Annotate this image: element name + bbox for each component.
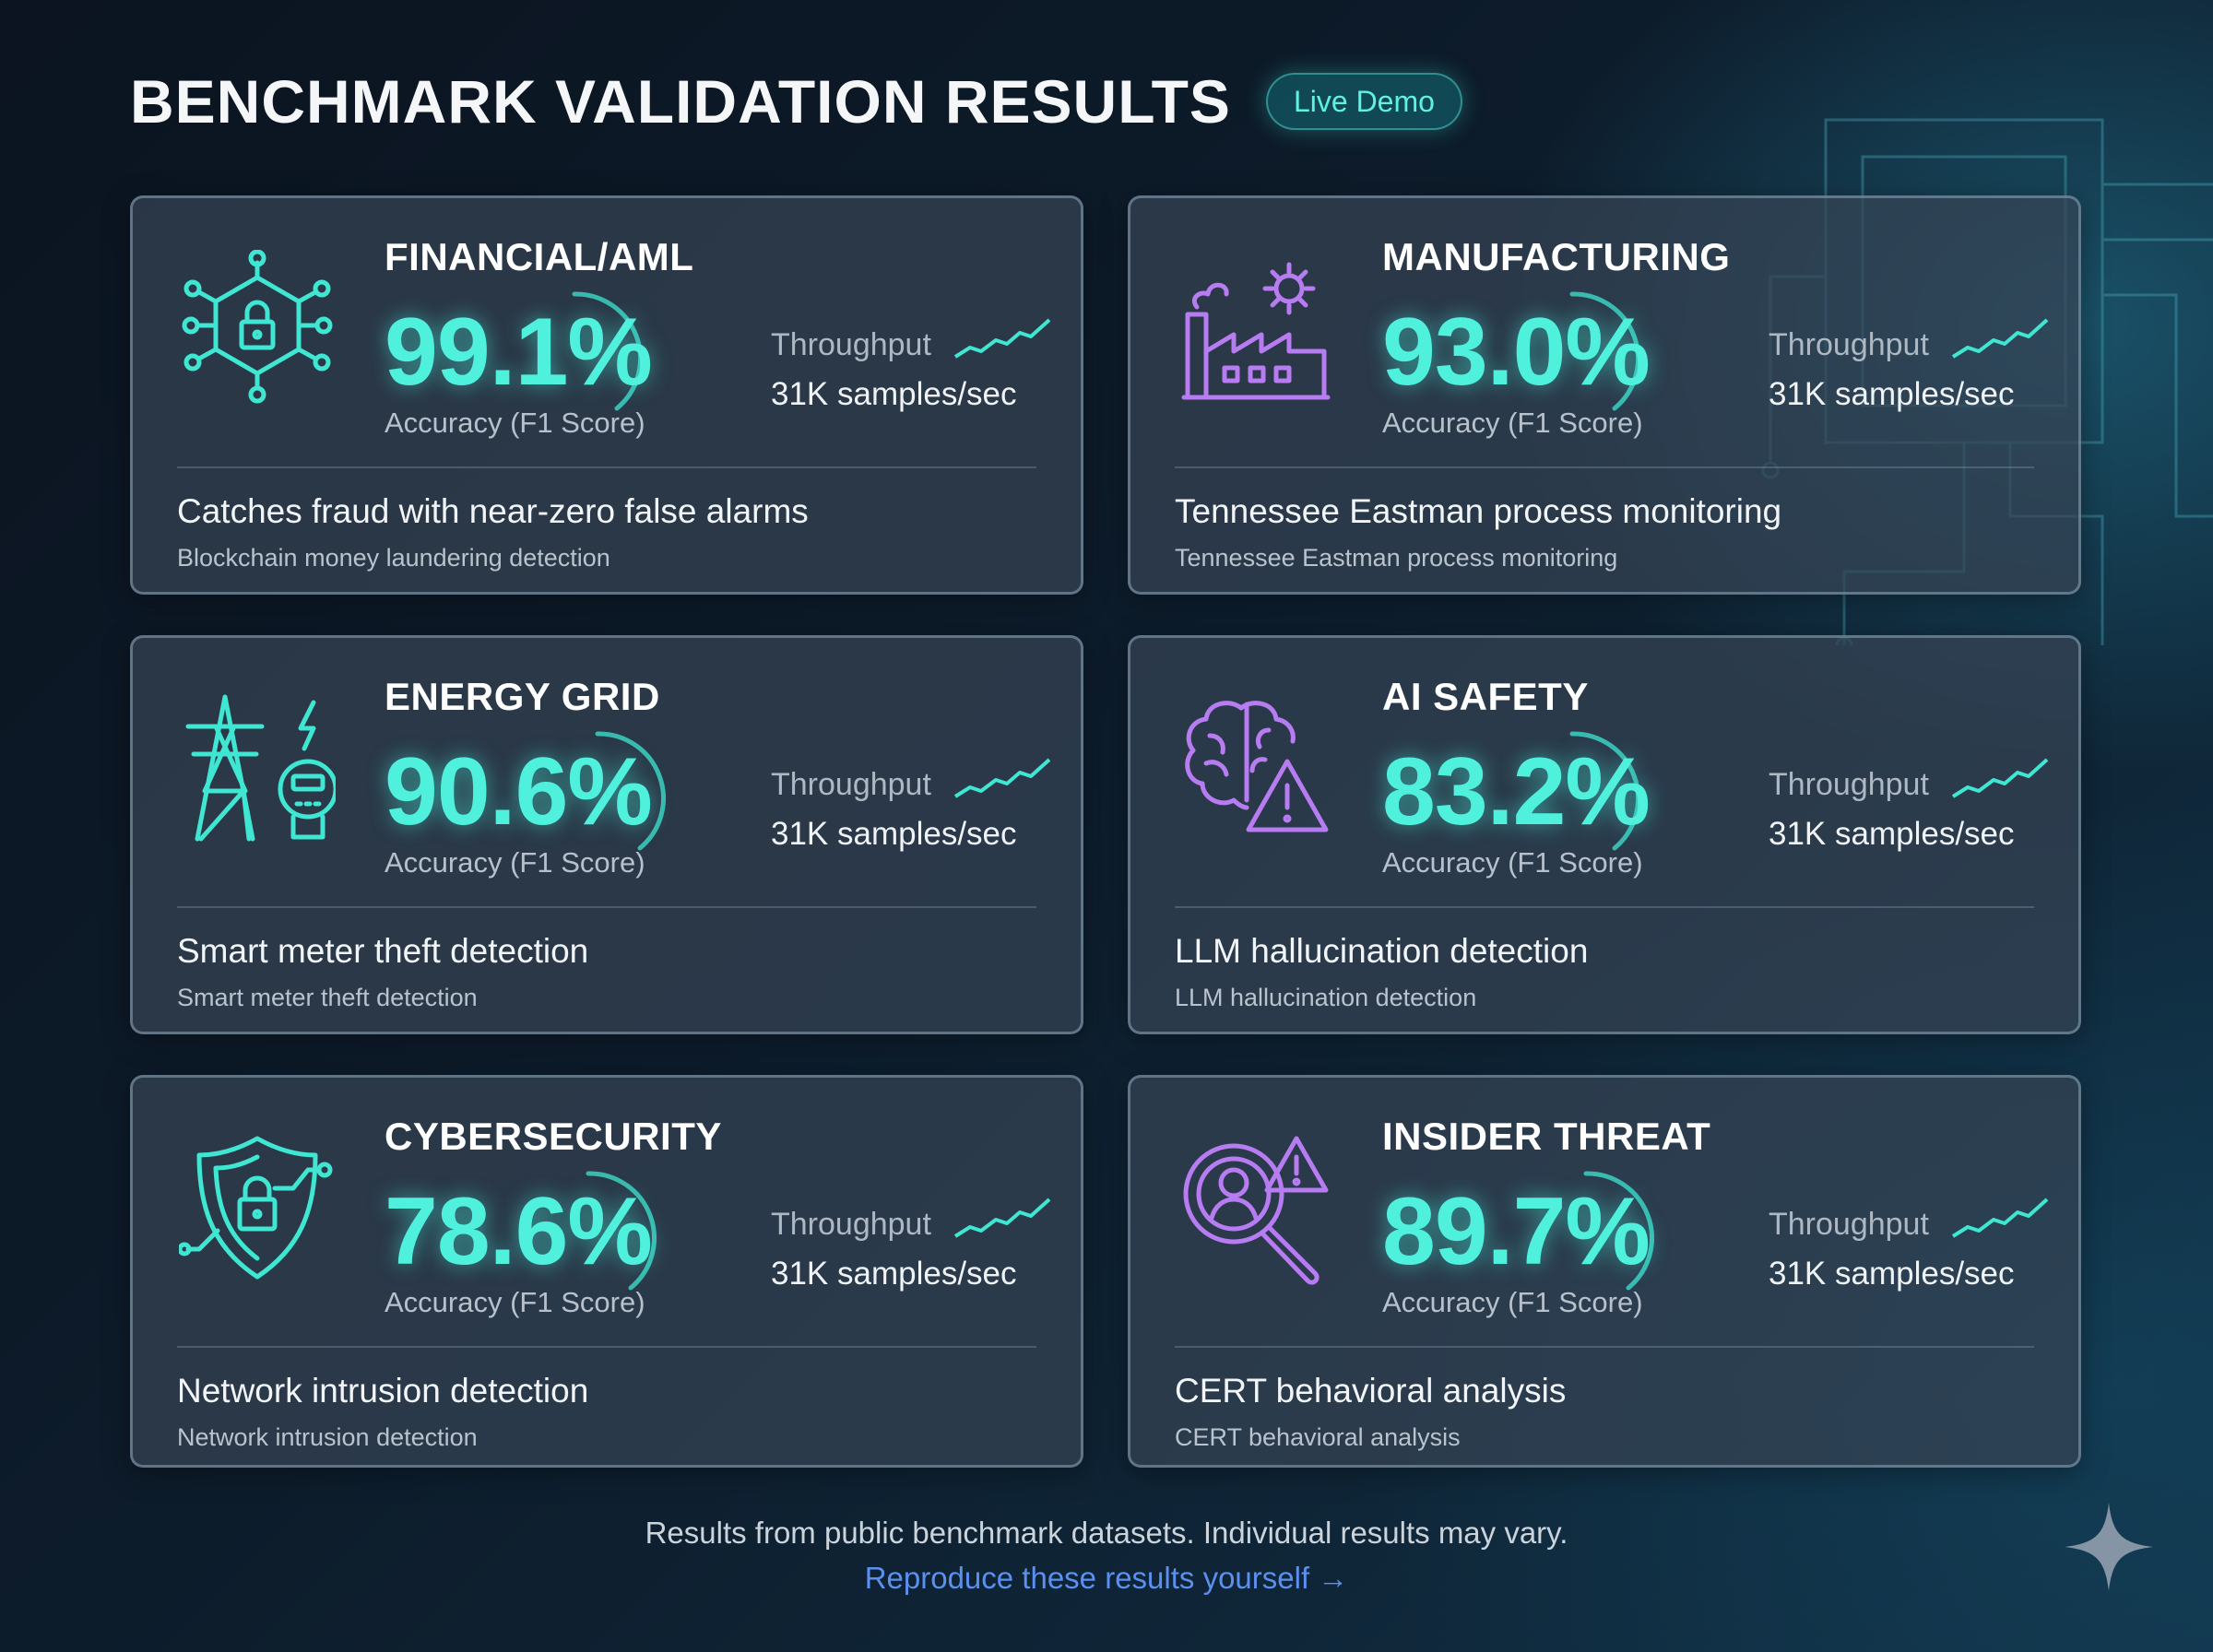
card-subline: Tennessee Eastman process monitoring [1175, 544, 1618, 572]
card-title: INSIDER THREAT [1382, 1115, 1711, 1158]
benchmark-card-insider-threat: INSIDER THREAT 89.7% Accuracy (F1 Score)… [1128, 1075, 2081, 1468]
divider [1175, 906, 2034, 908]
card-headline: Network intrusion detection [177, 1372, 589, 1410]
throughput-value: 31K samples/sec [1769, 816, 2015, 852]
throughput-value: 31K samples/sec [771, 376, 1017, 412]
accuracy-ring [1569, 291, 1640, 411]
throughput-value: 31K samples/sec [771, 1256, 1017, 1292]
page-title: BENCHMARK VALIDATION RESULTS [130, 67, 1231, 136]
card-title: MANUFACTURING [1382, 235, 1731, 278]
accuracy-value: 90.6% [385, 738, 653, 845]
accuracy-label: Accuracy (F1 Score) [1382, 407, 1643, 439]
accuracy-ring [1583, 1171, 1654, 1291]
throughput-value: 31K samples/sec [771, 816, 1017, 852]
benchmark-card-manufacturing: MANUFACTURING 93.0% Accuracy (F1 Score) … [1128, 195, 2081, 595]
throughput-label: Throughput [1769, 767, 1929, 802]
divider [177, 906, 1036, 908]
accuracy-label: Accuracy (F1 Score) [1382, 846, 1643, 879]
throughput-label: Throughput [771, 1207, 931, 1242]
benchmark-grid: FINANCIAL/AML 99.1% Accuracy (F1 Score) … [130, 195, 2083, 1468]
accuracy-label: Accuracy (F1 Score) [385, 1286, 645, 1318]
benchmark-card-cybersecurity: CYBERSECURITY 78.6% Accuracy (F1 Score) … [130, 1075, 1083, 1468]
accuracy-value: 78.6% [385, 1178, 653, 1285]
throughput-label: Throughput [771, 327, 931, 362]
throughput-label: Throughput [1769, 1207, 1929, 1242]
card-title: AI SAFETY [1382, 675, 1589, 718]
card-subline: Network intrusion detection [177, 1423, 478, 1451]
reproduce-results-link[interactable]: Reproduce these results yourself → [864, 1561, 1349, 1595]
brain-warning-icon [1177, 690, 1333, 846]
live-demo-badge[interactable]: Live Demo [1265, 73, 1462, 130]
card-title: CYBERSECURITY [385, 1115, 722, 1158]
divider [177, 1346, 1036, 1348]
divider [1175, 466, 2034, 468]
accuracy-value: 83.2% [1382, 738, 1651, 845]
accuracy-label: Accuracy (F1 Score) [385, 846, 645, 879]
card-title: ENERGY GRID [385, 675, 660, 718]
card-title: FINANCIAL/AML [385, 235, 694, 278]
card-subline: Blockchain money laundering detection [177, 544, 610, 572]
throughput-label: Throughput [1769, 327, 1929, 362]
person-search-warning-icon [1177, 1129, 1333, 1286]
power-tower-meter-icon [179, 690, 338, 846]
accuracy-ring [1569, 731, 1640, 851]
card-subline: LLM hallucination detection [1175, 984, 1477, 1011]
accuracy-ring [586, 1171, 657, 1291]
sparkline-icon [953, 758, 1051, 798]
divider [1175, 1346, 2034, 1348]
card-subline: Smart meter theft detection [177, 984, 478, 1011]
sparkline-icon [1951, 758, 2049, 798]
card-headline: Smart meter theft detection [177, 932, 589, 970]
sparkline-icon [953, 1198, 1051, 1238]
accuracy-ring [595, 731, 666, 851]
sparkle-icon [2065, 1503, 2153, 1591]
accuracy-value: 89.7% [1382, 1178, 1651, 1285]
accuracy-label: Accuracy (F1 Score) [1382, 1286, 1643, 1318]
accuracy-ring [572, 291, 643, 411]
sparkline-icon [1951, 1198, 2049, 1238]
throughput-value: 31K samples/sec [1769, 1256, 2015, 1292]
divider [177, 466, 1036, 468]
card-headline: LLM hallucination detection [1175, 932, 1589, 970]
card-headline: Tennessee Eastman process monitoring [1175, 492, 1782, 530]
network-lock-icon [179, 249, 336, 407]
benchmark-card-energy: ENERGY GRID 90.6% Accuracy (F1 Score) Th… [130, 635, 1083, 1034]
benchmark-card-ai-safety: AI SAFETY 83.2% Accuracy (F1 Score) Thro… [1128, 635, 2081, 1034]
sparkline-icon [953, 318, 1051, 359]
page-header: BENCHMARK VALIDATION RESULTS Live Demo [130, 66, 1462, 136]
card-headline: CERT behavioral analysis [1175, 1372, 1567, 1410]
accuracy-label: Accuracy (F1 Score) [385, 407, 645, 439]
throughput-label: Throughput [771, 767, 931, 802]
factory-gear-icon [1177, 250, 1333, 407]
disclaimer-text: Results from public benchmark datasets. … [645, 1516, 1568, 1550]
benchmark-card-financial: FINANCIAL/AML 99.1% Accuracy (F1 Score) … [130, 195, 1083, 595]
card-headline: Catches fraud with near-zero false alarm… [177, 492, 809, 530]
shield-lock-icon [177, 1129, 336, 1286]
accuracy-value: 99.1% [385, 299, 653, 406]
accuracy-value: 93.0% [1382, 299, 1651, 406]
card-subline: CERT behavioral analysis [1175, 1423, 1461, 1451]
sparkline-icon [1951, 318, 2049, 359]
throughput-value: 31K samples/sec [1769, 376, 2015, 412]
